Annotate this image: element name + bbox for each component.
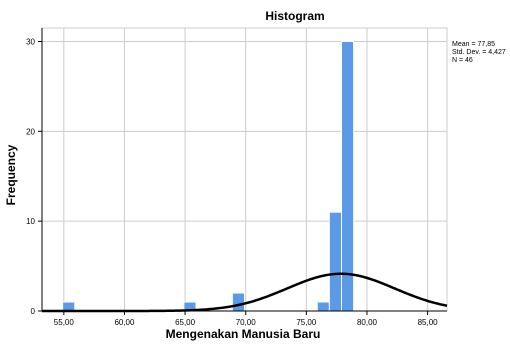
x-axis-label: Mengenakan Manusia Baru bbox=[166, 327, 321, 341]
y-tick-label: 10 bbox=[26, 217, 35, 226]
x-tick-label: 75,00 bbox=[296, 318, 317, 327]
x-tick-label: 70,00 bbox=[236, 318, 257, 327]
histogram-bar bbox=[316, 301, 330, 312]
x-tick-label: 85,00 bbox=[418, 318, 439, 327]
stats-line: Mean = 77,85 bbox=[452, 41, 495, 48]
x-tick-label: 65,00 bbox=[175, 318, 196, 327]
axes bbox=[41, 28, 447, 312]
histogram-bar bbox=[328, 211, 343, 312]
histogram-bar bbox=[62, 301, 76, 312]
histogram-bar bbox=[341, 40, 355, 312]
bars bbox=[62, 40, 355, 312]
plot-frame bbox=[41, 27, 448, 312]
x-tick-label: 60,00 bbox=[114, 318, 135, 327]
y-tick-label: 30 bbox=[26, 37, 35, 46]
chart-title: Histogram bbox=[265, 9, 324, 23]
stats-line: Std. Dev. = 4,427 bbox=[452, 49, 506, 56]
y-axis-label: Frequency bbox=[4, 144, 18, 205]
y-tick-label: 20 bbox=[26, 127, 35, 136]
tick-labels: 55,00 60,00 65,00 70,00 75,00 80,00 85,00 0 10 20… bbox=[26, 37, 438, 327]
x-tick-label: 55,00 bbox=[54, 318, 75, 327]
x-tick-label: 80,00 bbox=[357, 318, 378, 327]
stats-line: N = 46 bbox=[452, 57, 473, 64]
gridlines bbox=[41, 27, 448, 312]
histogram-bar bbox=[231, 292, 246, 312]
y-tick-label: 0 bbox=[31, 307, 36, 316]
